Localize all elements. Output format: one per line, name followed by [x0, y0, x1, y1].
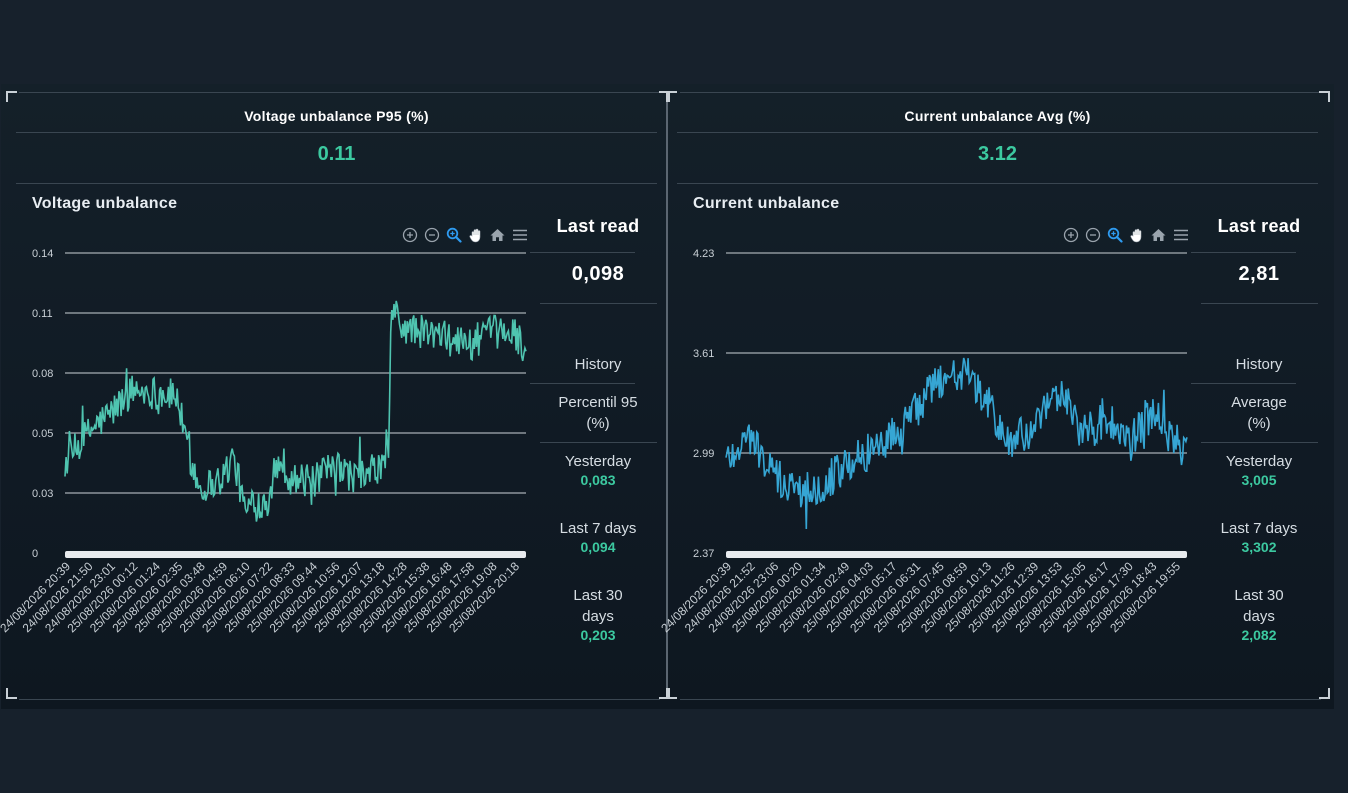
- metric-box: Average (%): [1200, 392, 1318, 434]
- y-tick-label: 4.23: [693, 248, 714, 260]
- last30-value: 2,082: [1241, 627, 1277, 643]
- x-axis-bar: [65, 551, 526, 558]
- panel-corner: [659, 91, 670, 102]
- series-line: [725, 357, 1188, 530]
- yesterday-value: 3,005: [1241, 472, 1277, 488]
- zoom-out-icon[interactable]: [1083, 226, 1102, 244]
- zoom-out-icon[interactable]: [422, 226, 441, 244]
- panel-corner: [1319, 91, 1330, 102]
- yesterday-value: 0,083: [580, 472, 616, 488]
- last-read-value: 0,098: [571, 263, 625, 285]
- chart-title: Voltage unbalance: [32, 195, 178, 212]
- voltage-panel: [19, 92, 660, 700]
- last30-label: Last 30 days: [573, 587, 623, 625]
- panel-corner: [659, 688, 670, 699]
- divider: [1191, 383, 1296, 384]
- yesterday-box: Yesterday 3,005: [1200, 451, 1318, 488]
- last-read-value: 2,81: [1238, 263, 1280, 285]
- history-box: History: [539, 354, 657, 375]
- series-line: [64, 300, 527, 522]
- divider: [1201, 442, 1318, 443]
- y-tick-label: 3.61: [693, 348, 714, 360]
- chart-toolbar: [1061, 226, 1190, 244]
- zoom-in-icon[interactable]: [400, 226, 419, 244]
- last-read-box: 2,81: [1200, 263, 1318, 286]
- metric-label: Percentil 95 (%): [558, 394, 638, 432]
- y-tick-label: 0.14: [32, 248, 53, 260]
- divider: [677, 132, 1318, 133]
- last-read-label: Last read: [1217, 216, 1301, 236]
- current-panel: [680, 92, 1321, 700]
- pan-hand-icon[interactable]: [466, 226, 485, 244]
- divider: [530, 252, 635, 253]
- yesterday-label: Yesterday: [1225, 453, 1293, 470]
- last30-value: 0,203: [580, 627, 616, 643]
- history-label: History: [574, 356, 622, 373]
- kpi-value: 3.12: [978, 143, 1017, 165]
- y-tick-label: 0.05: [32, 428, 53, 440]
- last30-box: Last 30 days 0,203: [539, 585, 657, 643]
- last7-label: Last 7 days: [1220, 520, 1298, 537]
- history-label: History: [1235, 356, 1283, 373]
- pan-hand-icon[interactable]: [1127, 226, 1146, 244]
- x-axis-bar: [726, 551, 1187, 558]
- y-tick-label: 2.99: [693, 448, 714, 460]
- zoom-in-icon[interactable]: [1061, 226, 1080, 244]
- reset-home-icon[interactable]: [488, 226, 507, 244]
- selection-zoom-icon[interactable]: [444, 226, 463, 244]
- y-tick-label: 0.11: [32, 308, 53, 320]
- chart-title: Current unbalance: [693, 195, 840, 212]
- selection-zoom-icon[interactable]: [1105, 226, 1124, 244]
- y-tick-label: 2.37: [693, 548, 714, 560]
- divider: [1201, 303, 1318, 304]
- history-box: History: [1200, 354, 1318, 375]
- panel-corner: [6, 91, 17, 102]
- last30-label: Last 30 days: [1234, 587, 1284, 625]
- panel-corner: [6, 688, 17, 699]
- divider: [1191, 252, 1296, 253]
- metric-label: Average (%): [1231, 394, 1287, 432]
- last7-box: Last 7 days 0,094: [539, 518, 657, 555]
- last7-value: 0,094: [580, 539, 616, 555]
- menu-icon[interactable]: [1171, 226, 1190, 244]
- panel-divider: [666, 92, 668, 698]
- current-side-panel: Last read: [1200, 216, 1318, 237]
- y-tick-label: 0.03: [32, 488, 53, 500]
- y-tick-label: 0: [32, 548, 38, 560]
- divider: [530, 383, 635, 384]
- last-read-label: Last read: [556, 216, 640, 236]
- yesterday-label: Yesterday: [564, 453, 632, 470]
- reset-home-icon[interactable]: [1149, 226, 1168, 244]
- yesterday-box: Yesterday 0,083: [539, 451, 657, 488]
- panel-corner: [666, 688, 677, 699]
- menu-icon[interactable]: [510, 226, 529, 244]
- divider: [16, 132, 657, 133]
- panel-corner: [666, 91, 677, 102]
- kpi-value: 0.11: [317, 143, 356, 165]
- panel-corner: [1319, 688, 1330, 699]
- voltage-side-panel: Last read: [539, 216, 657, 237]
- divider: [16, 183, 657, 184]
- chart-toolbar: [400, 226, 529, 244]
- divider: [540, 303, 657, 304]
- last7-label: Last 7 days: [559, 520, 637, 537]
- kpi-title: Current unbalance Avg (%): [904, 108, 1091, 124]
- y-tick-label: 0.08: [32, 368, 53, 380]
- last7-value: 3,302: [1241, 539, 1277, 555]
- divider: [677, 183, 1318, 184]
- last-read-box: 0,098: [539, 263, 657, 286]
- divider: [540, 442, 657, 443]
- last30-box: Last 30 days 2,082: [1200, 585, 1318, 643]
- metric-box: Percentil 95 (%): [539, 392, 657, 434]
- last7-box: Last 7 days 3,302: [1200, 518, 1318, 555]
- kpi-title: Voltage unbalance P95 (%): [244, 108, 429, 124]
